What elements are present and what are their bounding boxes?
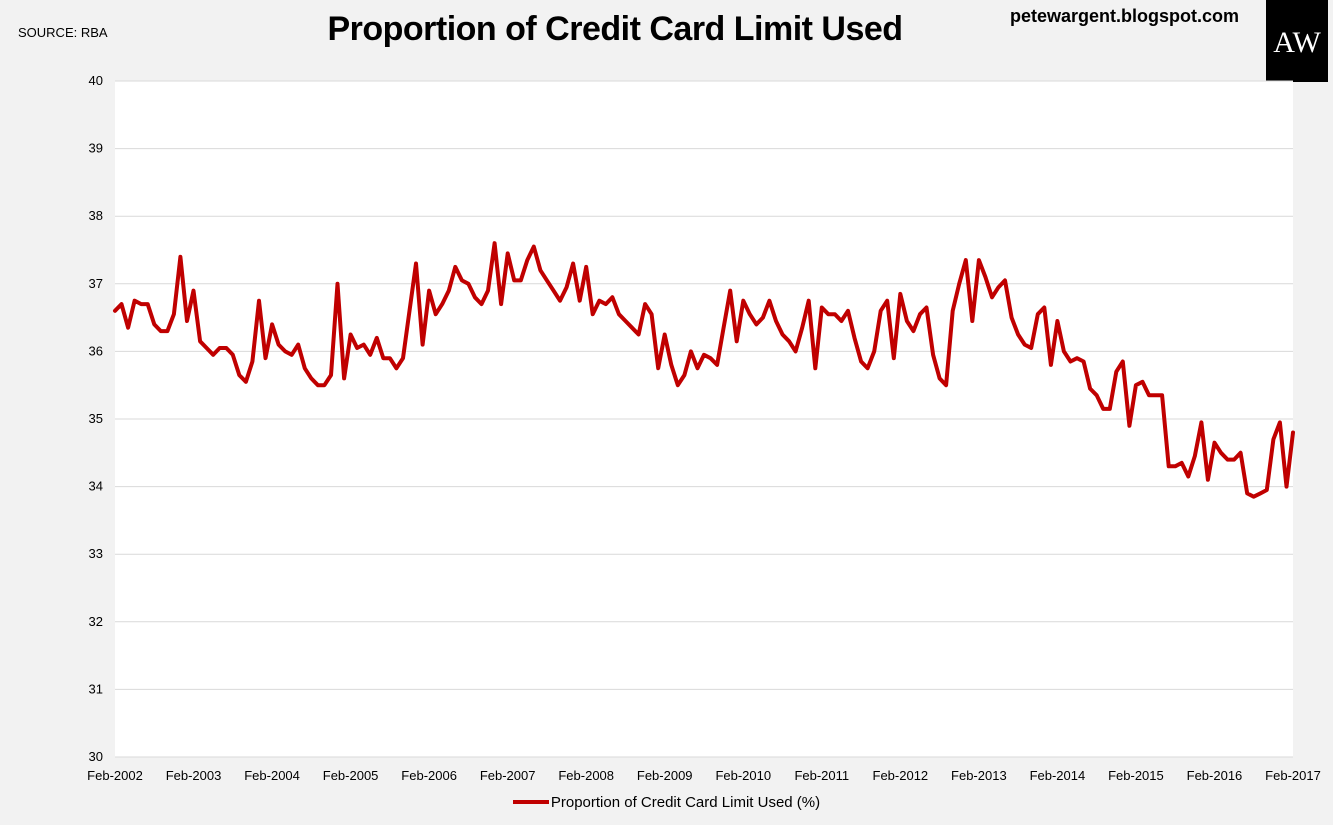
x-tick-label: Feb-2009	[637, 768, 693, 783]
y-tick-label: 37	[89, 276, 103, 291]
source-note: SOURCE: RBA	[18, 25, 108, 40]
y-tick-label: 39	[89, 141, 103, 156]
legend: Proportion of Credit Card Limit Used (%)	[0, 794, 1333, 811]
x-tick-label: Feb-2017	[1265, 768, 1321, 783]
x-tick-label: Feb-2016	[1187, 768, 1243, 783]
y-tick-label: 33	[89, 546, 103, 561]
y-tick-label: 35	[89, 411, 103, 426]
x-tick-label: Feb-2003	[166, 768, 222, 783]
legend-label: Proportion of Credit Card Limit Used (%)	[550, 794, 821, 811]
legend-swatch	[512, 800, 549, 805]
x-tick-label: Feb-2012	[873, 768, 929, 783]
x-tick-label: Feb-2002	[87, 768, 143, 783]
x-tick-label: Feb-2008	[558, 768, 614, 783]
x-tick-label: Feb-2015	[1108, 768, 1164, 783]
y-tick-label: 30	[89, 749, 103, 764]
y-tick-label: 40	[89, 73, 103, 88]
logo-text: AW	[1273, 26, 1321, 59]
x-tick-label: Feb-2007	[480, 768, 536, 783]
x-tick-label: Feb-2010	[715, 768, 771, 783]
line-chart: 30 31 32 33 34 35 36 37 38 39 40 Feb-2002 Feb-2003 Fe…	[87, 73, 1321, 783]
y-tick-label: 36	[89, 343, 103, 358]
x-tick-label: Feb-2006	[401, 768, 457, 783]
x-tick-label: Feb-2004	[244, 768, 300, 783]
aw-logo: AW	[1266, 0, 1328, 82]
y-tick-label: 31	[89, 681, 103, 696]
x-tick-label: Feb-2014	[1030, 768, 1086, 783]
y-tick-label: 34	[89, 479, 103, 494]
y-tick-label: 32	[89, 614, 103, 629]
blog-url: petewargent.blogspot.com	[1010, 6, 1240, 26]
chart-title: Proportion of Credit Card Limit Used	[327, 10, 903, 48]
x-tick-label: Feb-2013	[951, 768, 1007, 783]
series-line	[113, 241, 1295, 499]
x-tick-label: Feb-2005	[323, 768, 379, 783]
x-tick-label: Feb-2011	[794, 768, 849, 783]
y-tick-label: 38	[89, 208, 103, 223]
